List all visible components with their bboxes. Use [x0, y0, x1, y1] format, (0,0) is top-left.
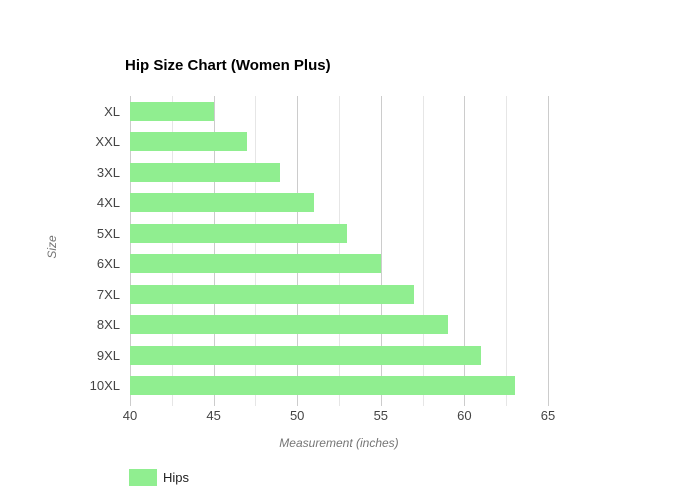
bar-xl[interactable] — [130, 101, 214, 121]
legend: Hips — [129, 469, 189, 486]
bar-5xl[interactable] — [130, 223, 348, 243]
y-tick-label-4xl: 4XL — [96, 195, 120, 211]
x-axis-tick-50 — [297, 401, 298, 406]
x-axis-tick-55 — [381, 401, 382, 406]
legend-label-hips: Hips — [163, 470, 190, 485]
gridline-47-5 — [255, 96, 256, 401]
x-axis-tick-60 — [464, 401, 465, 406]
bar-3xl[interactable] — [130, 162, 281, 182]
y-tick-label-9xl: 9XL — [96, 347, 120, 363]
x-axis-tick-42-5 — [172, 401, 173, 406]
gridline-50 — [297, 96, 298, 401]
y-tick-label-8xl: 8XL — [96, 317, 120, 333]
bar-7xl[interactable] — [130, 284, 415, 304]
x-tick-label-65: 65 — [540, 408, 556, 423]
y-tick-label-6xl: 6XL — [96, 256, 120, 272]
legend-swatch-hips — [129, 469, 157, 486]
bar-4xl[interactable] — [130, 193, 314, 213]
bar-6xl[interactable] — [130, 254, 381, 274]
bar-9xl[interactable] — [130, 345, 482, 365]
gridline-65 — [548, 96, 549, 401]
gridline-60 — [464, 96, 465, 401]
x-axis-title: Measurement (inches) — [279, 436, 399, 450]
bar-xxl[interactable] — [130, 132, 248, 152]
chart-title: Hip Size Chart (Women Plus) — [125, 57, 331, 74]
x-tick-label-55: 55 — [373, 408, 389, 423]
gridline-45 — [214, 96, 215, 401]
x-tick-label-50: 50 — [289, 408, 305, 423]
x-axis-tick-40 — [130, 401, 131, 406]
bar-8xl[interactable] — [130, 315, 448, 335]
x-axis-tick-57-5 — [423, 401, 424, 406]
x-axis-tick-52-5 — [339, 401, 340, 406]
y-tick-label-10xl: 10XL — [89, 378, 120, 394]
y-tick-label-xl: XL — [104, 103, 120, 119]
x-axis-tick-62-5 — [506, 401, 507, 406]
gridline-57-5 — [423, 96, 424, 401]
x-axis-tick-47-5 — [255, 401, 256, 406]
gridline-42-5 — [172, 96, 173, 401]
gridline-52-5 — [339, 96, 340, 401]
x-axis-tick-65 — [548, 401, 549, 406]
x-tick-label-60: 60 — [457, 408, 472, 423]
x-axis-tick-45 — [214, 401, 215, 406]
y-tick-label-5xl: 5XL — [96, 225, 120, 241]
y-tick-label-3xl: 3XL — [96, 164, 120, 180]
x-tick-label-45: 45 — [206, 408, 221, 423]
y-tick-label-xxl: XXL — [95, 134, 120, 150]
gridline-40 — [130, 96, 131, 401]
gridline-55 — [381, 96, 382, 401]
gridline-62-5 — [506, 96, 507, 401]
x-tick-label-40: 40 — [122, 408, 138, 423]
bar-10xl[interactable] — [130, 376, 515, 396]
y-tick-label-7xl: 7XL — [96, 286, 120, 302]
